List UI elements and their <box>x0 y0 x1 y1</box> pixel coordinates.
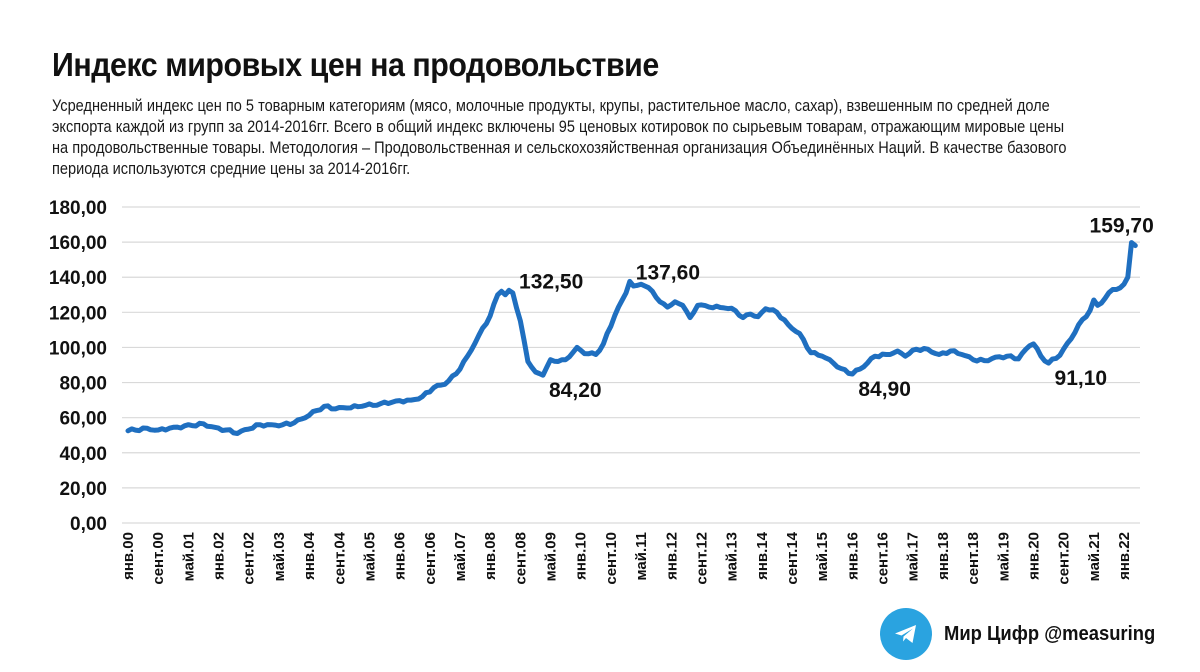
x-tick-label: май.07 <box>452 532 469 581</box>
y-tick-label: 80,00 <box>59 374 107 395</box>
data-label: 84,20 <box>549 379 602 402</box>
x-tick-label: май.13 <box>724 532 741 581</box>
data-labels: 132,50 84,20 137,60 84,90 91,10 159,70 <box>519 215 1154 403</box>
x-tick-label: май.21 <box>1086 532 1103 581</box>
y-tick-label: 120,00 <box>49 303 107 324</box>
x-tick-label: янв.10 <box>573 532 590 580</box>
x-tick-label: май.05 <box>361 532 378 581</box>
x-tick-label: сент.20 <box>1056 532 1073 585</box>
y-axis-labels: 0,00 20,00 40,00 60,00 80,00 100,00 120,00 140,… <box>49 198 107 535</box>
y-tick-label: 140,00 <box>49 268 107 289</box>
description-line: Усредненный индекс цен по 5 товарным кат… <box>52 97 1050 115</box>
x-tick-label: янв.00 <box>120 532 137 580</box>
gridlines <box>122 206 1140 524</box>
x-tick-label: янв.22 <box>1116 532 1133 580</box>
x-tick-label: сент.10 <box>603 532 620 585</box>
data-label: 84,90 <box>858 378 911 401</box>
page-title: Индекс мировых цен на продовольствие <box>52 46 659 83</box>
data-label: 137,60 <box>636 261 700 284</box>
chart-description: Усредненный индекс цен по 5 товарным кат… <box>52 96 1114 180</box>
data-label: 132,50 <box>519 270 583 293</box>
description-line: экспорта каждой из групп за 2014-2016гг.… <box>52 118 1065 136</box>
x-tick-label: май.01 <box>180 532 197 581</box>
description-line: на продовольственные товары. Методология… <box>52 139 1067 157</box>
y-tick-label: 20,00 <box>59 479 107 500</box>
x-tick-label: янв.14 <box>754 531 771 580</box>
x-tick-label: янв.06 <box>392 532 409 580</box>
y-tick-label: 40,00 <box>59 444 107 465</box>
x-tick-label: май.09 <box>543 532 560 581</box>
x-tick-label: янв.18 <box>935 532 952 580</box>
x-tick-label: сент.16 <box>875 532 892 585</box>
y-tick-label: 60,00 <box>59 409 107 430</box>
x-axis-labels: янв.00 сент.00 май.01 янв.02 сент.02 май.03 ян… <box>120 531 1133 584</box>
x-tick-label: сент.14 <box>784 531 801 584</box>
x-tick-label: сент.08 <box>512 532 529 585</box>
x-tick-label: сент.02 <box>241 532 258 585</box>
x-tick-label: май.03 <box>271 532 288 581</box>
x-tick-label: сент.00 <box>150 532 167 585</box>
x-tick-label: сент.04 <box>331 531 348 584</box>
x-tick-label: сент.06 <box>422 532 439 585</box>
y-tick-label: 100,00 <box>49 338 107 359</box>
x-tick-label: янв.04 <box>301 531 318 580</box>
data-label: 91,10 <box>1055 367 1108 390</box>
x-tick-label: май.17 <box>905 532 922 581</box>
x-tick-label: янв.08 <box>482 532 499 580</box>
y-tick-label: 160,00 <box>49 233 107 254</box>
x-tick-label: май.15 <box>814 532 831 581</box>
data-label: 159,70 <box>1090 215 1154 238</box>
x-tick-label: янв.02 <box>211 532 228 580</box>
x-tick-label: сент.12 <box>693 532 710 585</box>
x-tick-label: сент.18 <box>965 532 982 585</box>
x-tick-label: янв.12 <box>663 532 680 580</box>
y-tick-label: 0,00 <box>70 514 107 535</box>
telegram-icon[interactable] <box>880 608 932 660</box>
y-tick-label: 180,00 <box>49 198 107 219</box>
channel-credit: Мир Цифр @measuring <box>880 608 1174 660</box>
x-tick-label: май.11 <box>633 532 650 581</box>
channel-name: Мир Цифр @measuring <box>944 622 1156 645</box>
x-tick-label: май.19 <box>995 532 1012 581</box>
x-tick-label: янв.20 <box>1025 532 1042 580</box>
description-line: периода используются средние цены за 201… <box>52 160 411 178</box>
price-index-line <box>125 240 1138 436</box>
x-tick-label: янв.16 <box>844 532 861 580</box>
